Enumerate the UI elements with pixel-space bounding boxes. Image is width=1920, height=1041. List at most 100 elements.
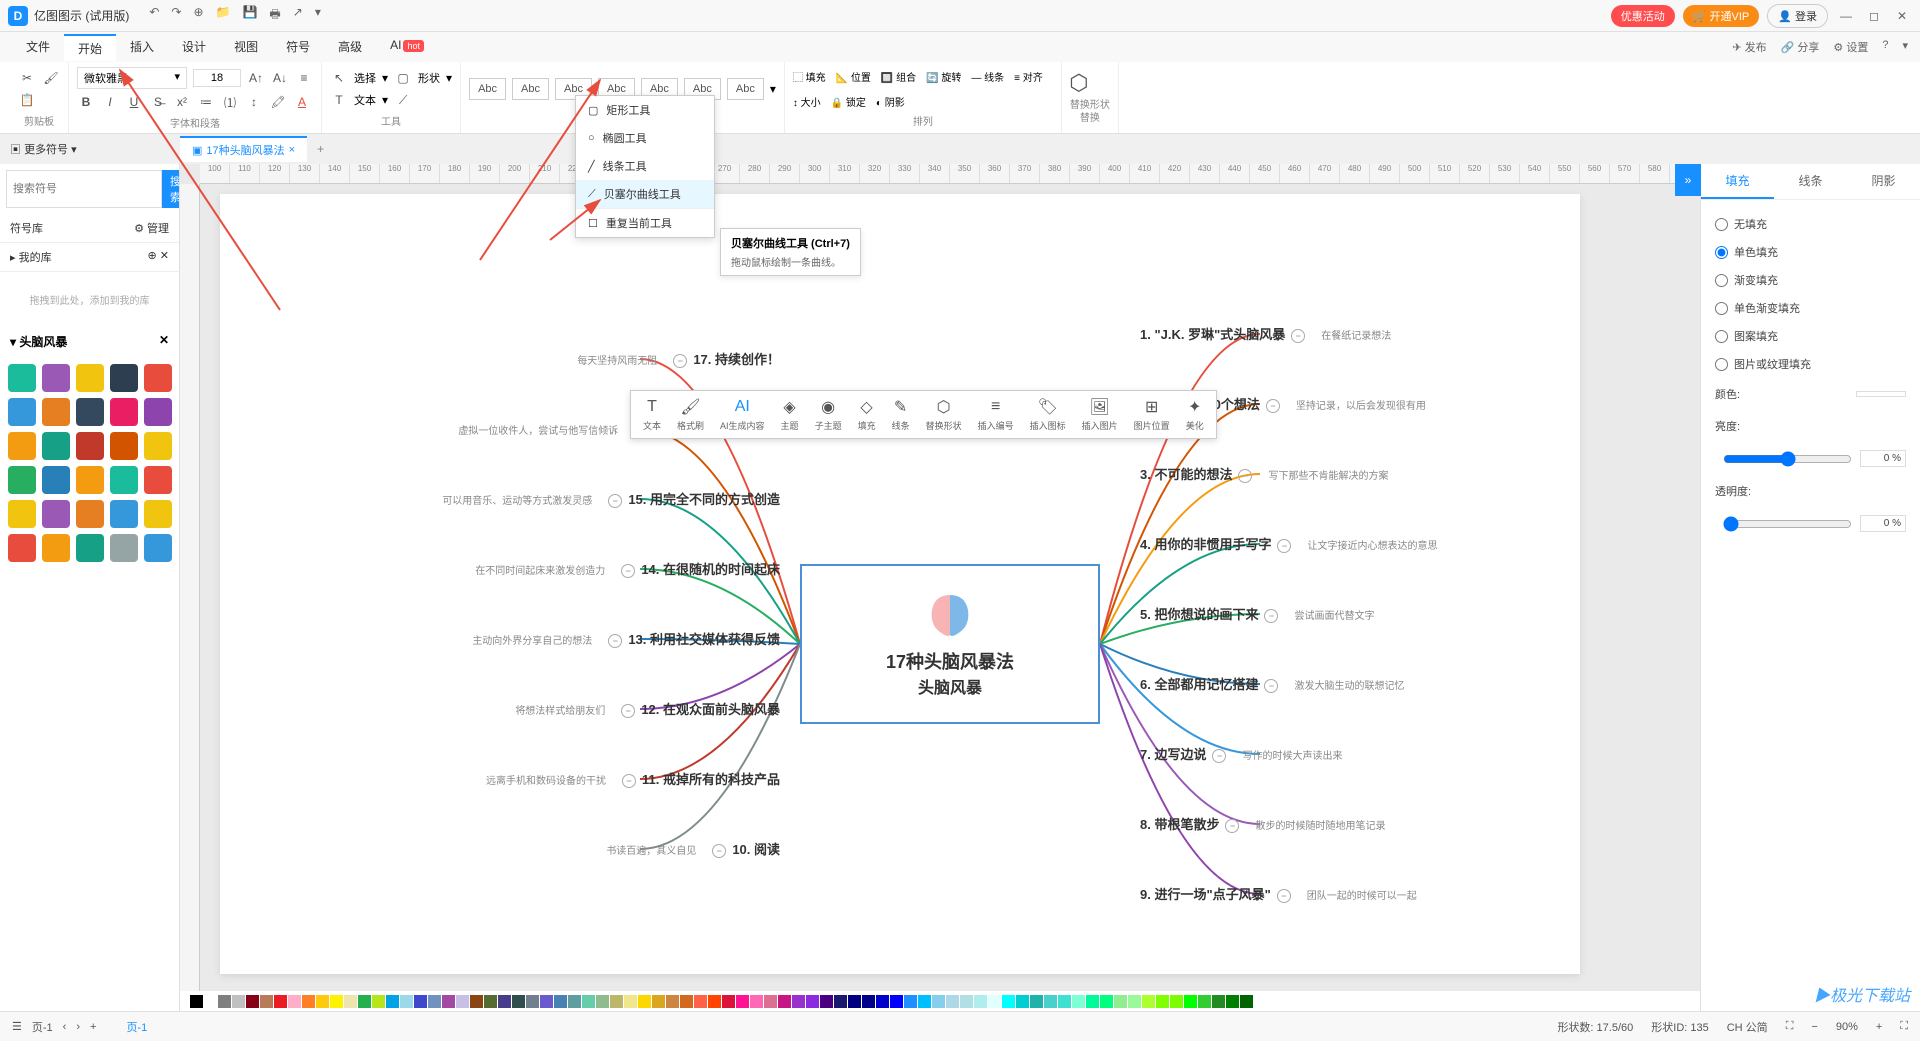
fill-option-2[interactable]: 渐变填充 [1715,266,1906,294]
canvas[interactable]: 1001101201301401501601701801902002102202… [180,164,1700,1011]
symbol-icon-6[interactable] [42,398,70,426]
color-swatch-72[interactable] [1198,995,1211,1008]
font-family-select[interactable]: 微软雅黑▾ [77,67,187,89]
italic-icon[interactable]: I [101,93,119,111]
brightness-slider[interactable] [1723,451,1852,467]
color-swatch-25[interactable] [540,995,553,1008]
shape-menu-item-4[interactable]: ☐重复当前工具 [576,208,714,237]
color-swatch-69[interactable] [1156,995,1169,1008]
color-swatch-68[interactable] [1142,995,1155,1008]
color-swatch-8[interactable] [302,995,315,1008]
menu-视图[interactable]: 视图 [220,34,272,61]
select-tool-icon[interactable]: ↖ [330,69,348,87]
style-more-icon[interactable]: ▾ [770,82,776,96]
menu-AI[interactable]: AIhot [376,34,438,61]
superscript-icon[interactable]: x² [173,93,191,111]
branch-left-5[interactable]: 将想法样式给朋友们−12. 在观众面前头脑风暴 [505,699,780,718]
float-tool-插入图片[interactable]: 🖼插入图片 [1074,395,1126,434]
symbol-icon-23[interactable] [110,500,138,528]
symbol-icon-1[interactable] [42,364,70,392]
color-swatch-9[interactable] [316,995,329,1008]
symbol-icon-0[interactable] [8,364,36,392]
branch-left-7[interactable]: 书读百遍，其义自见−10. 阅读 [596,839,780,858]
symbol-icon-25[interactable] [8,534,36,562]
arrange-◐ 阴影[interactable]: ◐ 阴影 [876,94,905,109]
save-icon[interactable]: 💾 [242,5,257,26]
menu-插入[interactable]: 插入 [116,34,168,61]
symbol-icon-19[interactable] [144,466,172,494]
color-swatch-23[interactable] [512,995,525,1008]
float-tool-线条[interactable]: ✎线条 [884,395,918,434]
color-swatch-6[interactable] [274,995,287,1008]
add-page-icon[interactable]: + [90,1021,96,1033]
float-tool-插入编号[interactable]: ≡插入编号 [970,395,1022,434]
color-swatch-36[interactable] [694,995,707,1008]
float-tool-主题[interactable]: ◈主题 [773,395,807,434]
float-tool-填充[interactable]: ◇填充 [850,395,884,434]
color-swatch-57[interactable] [988,995,1001,1008]
shape-dropdown-icon[interactable]: ▾ [446,71,452,85]
color-swatch-47[interactable] [848,995,861,1008]
shape-menu-item-3[interactable]: ⟋贝塞尔曲线工具 [576,180,714,208]
symbol-icon-7[interactable] [76,398,104,426]
color-swatch-61[interactable] [1044,995,1057,1008]
color-swatch-65[interactable] [1100,995,1113,1008]
select-dropdown-icon[interactable]: ▾ [382,71,388,85]
minimize-icon[interactable]: — [1836,9,1856,23]
next-page-icon[interactable]: › [76,1021,80,1033]
symbol-icon-12[interactable] [76,432,104,460]
color-swatch-34[interactable] [666,995,679,1008]
symbol-icon-20[interactable] [8,500,36,528]
symbol-icon-2[interactable] [76,364,104,392]
page[interactable]: 17种头脑风暴法 头脑风暴 每天坚持风雨无阻−17. 持续创作！虚拟一位收件人，… [220,194,1580,974]
branch-right-6[interactable]: 7. 边写边说−写作的时候大声读出来 [1140,744,1352,763]
highlight-icon[interactable]: 🖍 [269,93,287,111]
manage-lib-button[interactable]: ⚙ 管理 [134,220,169,236]
color-swatch-75[interactable] [1240,995,1253,1008]
opacity-slider[interactable] [1723,516,1852,532]
my-lib-label[interactable]: ▸ 我的库 [10,249,52,265]
my-lib-actions[interactable]: ⊕ ✕ [148,249,170,265]
select-tool-label[interactable]: 选择 [354,70,376,86]
color-swatch-44[interactable] [806,995,819,1008]
color-swatch-62[interactable] [1058,995,1071,1008]
symbol-icon-5[interactable] [8,398,36,426]
color-swatch-18[interactable] [442,995,455,1008]
float-tool-插入图标[interactable]: 🏷插入图标 [1022,395,1074,434]
symbol-icon-29[interactable] [144,534,172,562]
color-swatch-71[interactable] [1184,995,1197,1008]
vip-button[interactable]: 🛒 开通VIP [1683,5,1759,27]
color-swatch-2[interactable] [218,995,231,1008]
shape-menu-item-2[interactable]: ╱线条工具 [576,152,714,180]
numbering-icon[interactable]: ⑴ [221,93,239,111]
color-swatch-49[interactable] [876,995,889,1008]
symbol-icon-22[interactable] [76,500,104,528]
color-swatch-41[interactable] [764,995,777,1008]
color-swatch-74[interactable] [1226,995,1239,1008]
menu-高级[interactable]: 高级 [324,34,376,61]
color-swatch-14[interactable] [386,995,399,1008]
page-tab[interactable]: 页-1 [126,1019,147,1035]
maximize-icon[interactable]: ◻ [1864,9,1884,23]
color-swatch-21[interactable] [484,995,497,1008]
color-swatch-17[interactable] [428,995,441,1008]
color-swatch-60[interactable] [1030,995,1043,1008]
promo-button[interactable]: 优惠活动 [1611,5,1675,27]
login-button[interactable]: 👤 登录 [1767,4,1828,28]
shape-tool-label[interactable]: 形状 [418,70,440,86]
symbol-icon-9[interactable] [144,398,172,426]
right-panel-toggle[interactable]: » [1675,164,1701,196]
color-swatch-42[interactable] [778,995,791,1008]
menu-符号[interactable]: 符号 [272,34,324,61]
fill-option-0[interactable]: 无填充 [1715,210,1906,238]
align-icon[interactable]: ≡ [295,69,313,87]
zoom-in-icon[interactable]: + [1876,1021,1882,1033]
branch-left-3[interactable]: 在不同时间起床来激发创造力−14. 在很随机的时间起床 [465,559,780,578]
symbol-icon-15[interactable] [8,466,36,494]
float-tool-AI生成内容[interactable]: AIAI生成内容 [712,395,773,434]
section-close-icon[interactable]: ✕ [159,333,169,350]
style-preset-1[interactable]: Abc [512,78,549,100]
color-swatch-67[interactable] [1128,995,1141,1008]
fullscreen-icon[interactable]: ⛶ [1900,1020,1908,1033]
bold-icon[interactable]: B [77,93,95,111]
